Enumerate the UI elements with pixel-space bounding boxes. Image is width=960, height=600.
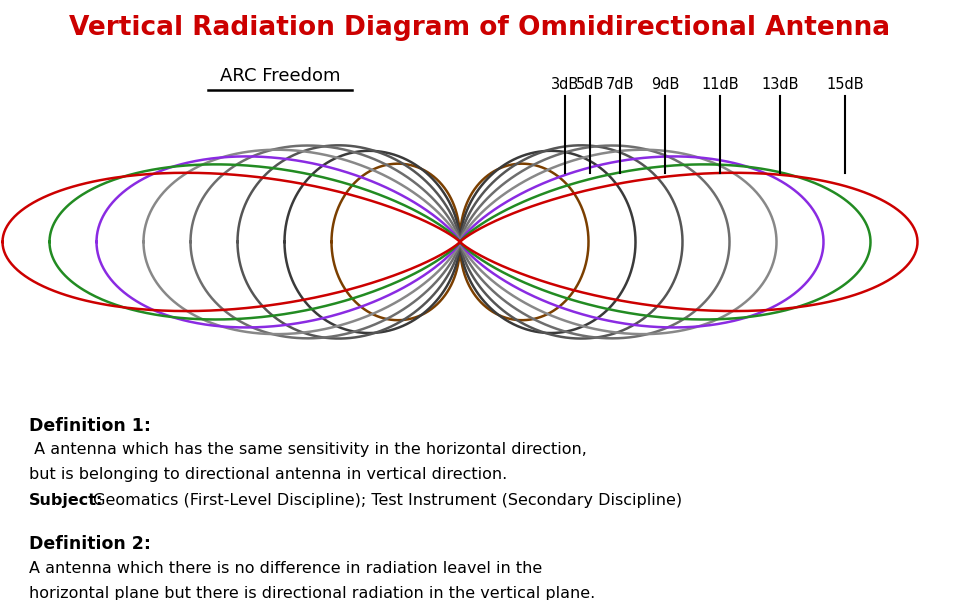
Text: Definition 2:: Definition 2: xyxy=(29,535,151,553)
Text: A antenna which there is no difference in radiation leavel in the: A antenna which there is no difference i… xyxy=(29,560,542,575)
Text: 9dB: 9dB xyxy=(651,77,679,92)
Text: but is belonging to directional antenna in vertical direction.: but is belonging to directional antenna … xyxy=(29,467,507,482)
Text: horizontal plane but there is directional radiation in the vertical plane.: horizontal plane but there is directiona… xyxy=(29,586,595,600)
Text: 11dB: 11dB xyxy=(701,77,739,92)
Text: 3dB: 3dB xyxy=(551,77,579,92)
Text: 7dB: 7dB xyxy=(606,77,635,92)
Text: 5dB: 5dB xyxy=(576,77,604,92)
Text: 13dB: 13dB xyxy=(761,77,799,92)
Text: 15dB: 15dB xyxy=(827,77,864,92)
Text: Vertical Radiation Diagram of Omnidirectional Antenna: Vertical Radiation Diagram of Omnidirect… xyxy=(69,15,891,41)
Text: ARC Freedom: ARC Freedom xyxy=(220,67,340,85)
Text: Geomatics (First-Level Discipline); Test Instrument (Secondary Discipline): Geomatics (First-Level Discipline); Test… xyxy=(88,493,683,508)
Text: Definition 1:: Definition 1: xyxy=(29,417,151,435)
Text: Subject:: Subject: xyxy=(29,493,103,508)
Text: A antenna which has the same sensitivity in the horizontal direction,: A antenna which has the same sensitivity… xyxy=(29,442,587,457)
